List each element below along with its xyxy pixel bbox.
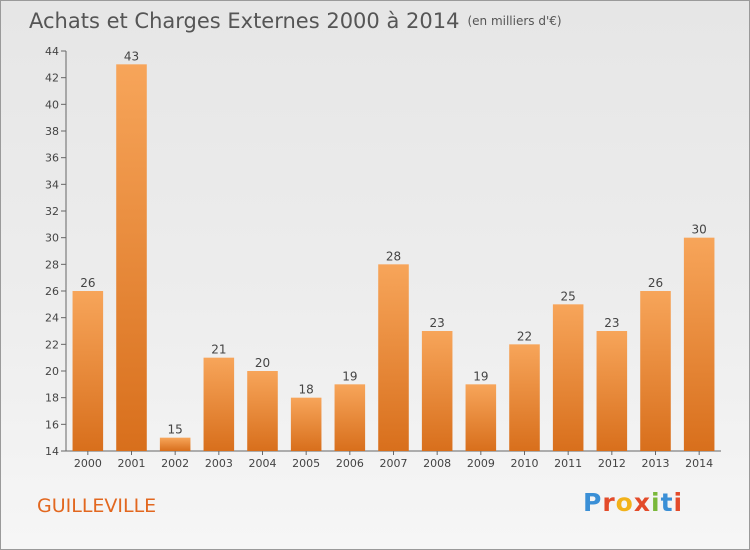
bar-value-label: 23 [430, 316, 445, 330]
bar [247, 371, 278, 451]
x-tick-label: 2007 [380, 457, 408, 470]
x-tick-label: 2014 [685, 457, 713, 470]
logo-letter: P [583, 488, 603, 517]
bar-value-label: 15 [168, 423, 183, 437]
logo-letter: x [633, 488, 651, 517]
y-tick-label: 34 [45, 178, 59, 191]
bar [203, 357, 235, 451]
bar-value-label: 26 [80, 276, 95, 290]
bar-value-label: 19 [473, 369, 488, 383]
bar [421, 331, 453, 451]
y-tick-label: 44 [45, 45, 59, 58]
y-tick-label: 22 [45, 338, 59, 351]
logo-letter: t [660, 488, 674, 517]
y-tick-label: 18 [45, 392, 59, 405]
logo-letter: i [651, 488, 661, 517]
bar [159, 437, 191, 451]
bars-group [72, 64, 715, 452]
y-tick-label: 14 [45, 445, 59, 458]
x-tick-label: 2012 [598, 457, 626, 470]
bar-value-label: 23 [604, 316, 619, 330]
x-tick-label: 2004 [249, 457, 277, 470]
y-tick-label: 42 [45, 72, 59, 85]
x-tick-label: 2013 [642, 457, 670, 470]
bar-value-label: 22 [517, 329, 532, 343]
x-tick-label: 2009 [467, 457, 495, 470]
x-tick-label: 2010 [511, 457, 539, 470]
axes: 14 16 18 20 22 24 26 28 30 32 34 36 38 40 42 44 [45, 45, 721, 458]
chart-title: Achats et Charges Externes 2000 à 2014 (e… [29, 9, 562, 33]
commune-name: GUILLEVILLE [37, 495, 157, 517]
bar-value-label: 25 [561, 289, 576, 303]
bar [378, 264, 409, 451]
bar-value-label: 30 [692, 223, 707, 237]
bar [596, 331, 628, 451]
bar-value-label: 19 [342, 369, 357, 383]
y-tick-label: 20 [45, 365, 59, 378]
bar-value-label: 26 [648, 276, 663, 290]
bar [683, 237, 715, 451]
y-tick-label: 32 [45, 205, 59, 218]
y-tick-label: 40 [45, 98, 59, 111]
x-tick-label: 2006 [336, 457, 364, 470]
bar [552, 304, 584, 451]
bar [334, 384, 366, 451]
x-tick-label: 2008 [423, 457, 451, 470]
title-text: Achats et Charges Externes 2000 à 2014 [29, 9, 460, 33]
bar [116, 64, 147, 452]
bar [640, 291, 671, 451]
bar [72, 291, 104, 451]
y-tick-label: 38 [45, 125, 59, 138]
bar-value-label: 20 [255, 356, 270, 370]
logo-letter: o [615, 488, 634, 517]
x-tick-label: 2000 [74, 457, 102, 470]
y-tick-label: 28 [45, 258, 59, 271]
y-tick-label: 26 [45, 285, 59, 298]
logo-letter: r [602, 488, 616, 517]
bar-value-label: 28 [386, 249, 401, 263]
x-tick-label: 2003 [205, 457, 233, 470]
bar [290, 397, 322, 451]
labels-group: 26 2000 43 2001 15 2002 21 2003 20 2004 18 2005 19 20… [74, 49, 713, 470]
x-tick-label: 2005 [292, 457, 320, 470]
bar [509, 344, 540, 451]
logo-letter: i [673, 488, 684, 517]
bar-value-label: 21 [211, 343, 226, 357]
y-tick-label: 16 [45, 418, 59, 431]
y-tick-label: 30 [45, 232, 59, 245]
title-unit: (en milliers d'€) [467, 14, 562, 28]
y-tick-label: 24 [45, 312, 59, 325]
bar-value-label: 43 [124, 49, 139, 63]
y-tick-label: 36 [45, 152, 59, 165]
x-tick-label: 2011 [554, 457, 582, 470]
x-tick-label: 2001 [118, 457, 146, 470]
bar [465, 384, 497, 451]
proxiti-logo[interactable]: Proxiti [583, 488, 683, 517]
bar-value-label: 18 [299, 383, 314, 397]
x-tick-label: 2002 [161, 457, 189, 470]
